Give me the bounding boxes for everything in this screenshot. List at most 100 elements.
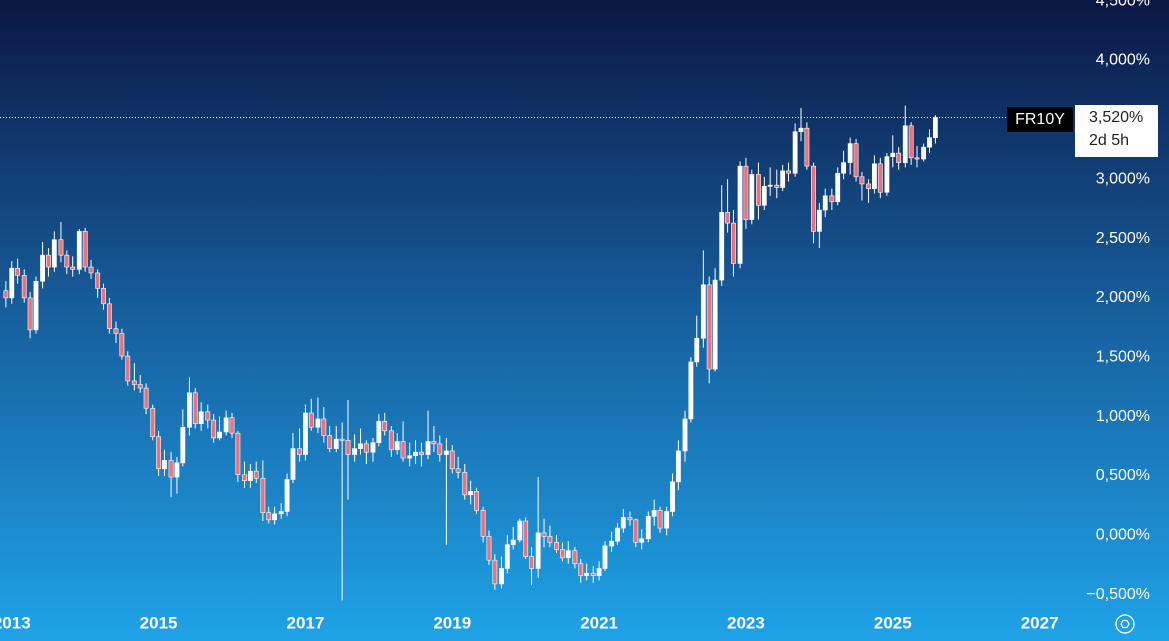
- candle-body: [884, 156, 890, 193]
- candle-body: [217, 431, 222, 439]
- candle-body: [725, 212, 731, 224]
- candle-body: [486, 536, 492, 561]
- candle-body: [70, 266, 76, 270]
- candle-body: [633, 519, 639, 543]
- settings-ring[interactable]: [1115, 614, 1135, 634]
- candle-body: [284, 479, 290, 512]
- candle-body: [780, 170, 786, 188]
- candle-body: [822, 195, 828, 211]
- candle-body: [253, 470, 259, 479]
- candle-body: [902, 125, 908, 163]
- candle-body: [400, 441, 406, 459]
- candle-body: [58, 239, 64, 256]
- candle-body: [645, 515, 651, 540]
- candle-body: [260, 477, 266, 513]
- settings-hex[interactable]: [1120, 619, 1130, 629]
- candle-body: [187, 392, 192, 428]
- candle-body: [835, 172, 841, 203]
- candle-body: [510, 539, 516, 546]
- candle-body: [517, 520, 523, 541]
- y-tick-label: 3,000%: [1096, 170, 1150, 187]
- candle-body: [425, 441, 431, 455]
- candle-body: [767, 184, 773, 187]
- candle-body: [664, 511, 670, 529]
- countdown-label: 2d 5h: [1089, 132, 1129, 149]
- candle-body: [125, 355, 131, 382]
- candle-body: [9, 267, 15, 299]
- candle-body: [480, 510, 486, 537]
- candle-body: [101, 288, 106, 305]
- candle-body: [847, 143, 853, 163]
- candle-body: [859, 176, 865, 185]
- candle-body: [15, 267, 21, 276]
- candle-body: [811, 165, 816, 232]
- y-tick-label: 4,000%: [1096, 52, 1150, 69]
- settings-icon[interactable]: [1115, 614, 1135, 634]
- candle-body: [675, 450, 681, 483]
- candle-body: [358, 443, 363, 449]
- candle-body: [290, 448, 296, 480]
- candle-body: [407, 455, 413, 459]
- candle-body: [786, 170, 791, 174]
- y-tick-label: 1,500%: [1096, 348, 1150, 365]
- candle-body: [162, 460, 167, 470]
- candle-body: [682, 418, 688, 452]
- candle-body: [150, 407, 156, 438]
- candle-body: [242, 474, 247, 481]
- candle-body: [841, 162, 847, 174]
- candle-body: [816, 209, 822, 232]
- candle-body: [541, 532, 547, 537]
- candle-body: [106, 303, 112, 330]
- candle-body: [192, 392, 198, 424]
- candle-body: [804, 127, 810, 167]
- candle-body: [921, 146, 927, 160]
- candle-body: [27, 297, 33, 331]
- candle-body: [272, 513, 278, 521]
- candle-body: [455, 468, 461, 473]
- candle-body: [932, 117, 938, 138]
- candle-body: [670, 481, 675, 512]
- price-box: [1075, 105, 1158, 157]
- candle-body: [382, 421, 388, 432]
- symbol-label: FR10Y: [1015, 111, 1065, 128]
- x-tick-label: 2019: [433, 613, 471, 632]
- candle-body: [431, 441, 437, 445]
- candle-body: [76, 231, 82, 270]
- candle-body: [388, 430, 394, 451]
- y-tick-label: 4,500%: [1096, 0, 1150, 9]
- y-tick-label: −0,500%: [1086, 586, 1150, 603]
- candle-body: [554, 542, 559, 550]
- candle-body: [247, 470, 253, 481]
- candle-body: [908, 125, 914, 159]
- candle-body: [339, 438, 345, 441]
- candle-body: [443, 450, 449, 455]
- candle-body: [211, 419, 217, 439]
- candle-body: [853, 143, 859, 178]
- candle-body: [523, 520, 529, 557]
- candle-body: [743, 165, 749, 220]
- candle-body: [499, 568, 504, 585]
- candle-body: [229, 417, 235, 434]
- y-tick-label: 0,000%: [1096, 526, 1150, 543]
- candle-body: [609, 540, 614, 547]
- candle-body: [792, 131, 798, 174]
- symbol-box: [1007, 107, 1073, 132]
- candle-body: [712, 279, 718, 370]
- candle-body: [731, 222, 736, 264]
- candle-body: [352, 448, 358, 455]
- candle-body: [419, 451, 424, 455]
- candle-body: [596, 568, 602, 576]
- candle-body: [235, 432, 241, 476]
- candle-body: [21, 275, 27, 299]
- candle-body: [143, 387, 149, 409]
- candle-body: [700, 284, 706, 339]
- candle-body: [602, 545, 608, 569]
- y-tick-label: 2,500%: [1096, 230, 1150, 247]
- candle-body: [82, 231, 88, 268]
- candle-body: [749, 174, 755, 220]
- candle-body: [278, 511, 284, 515]
- candle-body: [584, 572, 590, 576]
- candle-body: [137, 384, 143, 389]
- candle-body: [327, 435, 333, 449]
